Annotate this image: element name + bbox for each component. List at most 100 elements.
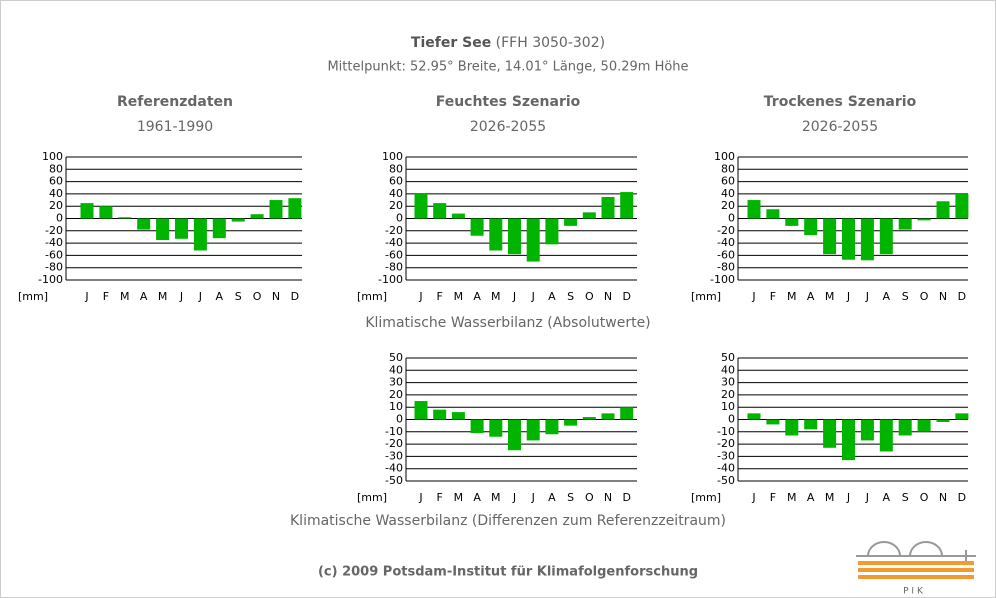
y-tick-label: -80 bbox=[45, 261, 63, 274]
x-tick-label: A bbox=[140, 290, 148, 303]
y-tick-label: -40 bbox=[385, 236, 403, 249]
caption: Klimatische Wasserbilanz (Differenzen zu… bbox=[290, 513, 726, 529]
y-tick-label: -20 bbox=[385, 224, 403, 237]
y-tick-label: 20 bbox=[721, 199, 735, 212]
x-tick-label: A bbox=[807, 491, 815, 504]
x-tick-label: F bbox=[437, 290, 443, 303]
bar bbox=[898, 419, 912, 436]
x-tick-label: A bbox=[473, 491, 481, 504]
x-tick-label: D bbox=[958, 290, 966, 303]
x-tick-label: J bbox=[751, 491, 755, 504]
y-tick-label: 0 bbox=[396, 212, 403, 225]
bar bbox=[288, 198, 302, 219]
page-title: Tiefer See (FFH 3050-302) bbox=[411, 35, 605, 51]
bar bbox=[118, 217, 132, 219]
x-tick-label: J bbox=[418, 491, 422, 504]
chart-title: Feuchtes Szenario bbox=[436, 94, 581, 110]
x-tick-label: M bbox=[454, 491, 464, 504]
bar bbox=[917, 218, 931, 221]
bar bbox=[451, 412, 465, 420]
bar bbox=[917, 419, 931, 432]
x-tick-label: J bbox=[512, 491, 516, 504]
y-tick-label: 60 bbox=[49, 175, 63, 188]
y-tick-label: 80 bbox=[389, 162, 403, 175]
bar bbox=[766, 419, 780, 425]
bar bbox=[955, 193, 969, 219]
bar bbox=[766, 209, 780, 219]
y-tick-label: 0 bbox=[56, 212, 63, 225]
bar bbox=[414, 193, 428, 219]
y-tick-label: 60 bbox=[721, 175, 735, 188]
chart-subtitle: 2026-2055 bbox=[802, 119, 878, 135]
x-tick-label: N bbox=[604, 290, 612, 303]
x-tick-label: J bbox=[512, 290, 516, 303]
bar bbox=[526, 218, 540, 262]
unit-label: [mm] bbox=[357, 290, 387, 303]
bar bbox=[601, 413, 615, 420]
y-tick-label: 40 bbox=[389, 363, 403, 376]
x-tick-label: A bbox=[883, 290, 891, 303]
bar bbox=[175, 218, 188, 239]
bar bbox=[582, 417, 596, 420]
chart-subtitle: 1961-1990 bbox=[137, 119, 213, 135]
y-tick-label: -60 bbox=[45, 248, 63, 261]
caption: Klimatische Wasserbilanz (Absolutwerte) bbox=[365, 315, 650, 331]
bar bbox=[879, 218, 893, 255]
y-tick-label: 10 bbox=[389, 400, 403, 413]
bar bbox=[193, 218, 207, 251]
bar bbox=[879, 419, 893, 452]
bar bbox=[489, 419, 503, 437]
y-tick-label: 30 bbox=[721, 376, 735, 389]
y-tick-label: 20 bbox=[389, 388, 403, 401]
y-tick-label: 40 bbox=[721, 363, 735, 376]
bar bbox=[747, 413, 761, 420]
x-tick-label: A bbox=[548, 290, 556, 303]
x-tick-label: D bbox=[622, 290, 630, 303]
bar bbox=[804, 419, 818, 430]
bar bbox=[582, 212, 596, 219]
chart-title: Referenzdaten bbox=[117, 94, 233, 110]
x-tick-label: J bbox=[179, 290, 183, 303]
y-tick-label: 40 bbox=[721, 187, 735, 200]
x-tick-label: M bbox=[120, 290, 130, 303]
y-tick-label: 60 bbox=[389, 175, 403, 188]
y-tick-label: -10 bbox=[717, 425, 735, 438]
bar bbox=[433, 409, 447, 420]
logo-text: P I K bbox=[903, 587, 924, 597]
bar bbox=[250, 214, 264, 219]
y-tick-label: 100 bbox=[42, 150, 63, 163]
bar bbox=[99, 206, 113, 219]
bar bbox=[137, 218, 151, 230]
x-tick-label: O bbox=[585, 290, 594, 303]
bar bbox=[823, 419, 837, 448]
bar bbox=[785, 419, 799, 436]
bar bbox=[80, 203, 94, 219]
y-tick-label: -30 bbox=[717, 449, 735, 462]
bar bbox=[860, 218, 874, 261]
y-tick-label: 80 bbox=[49, 162, 63, 175]
y-tick-label: 0 bbox=[728, 212, 735, 225]
bar bbox=[489, 218, 503, 251]
unit-label: [mm] bbox=[18, 290, 48, 303]
y-tick-label: 20 bbox=[721, 388, 735, 401]
y-tick-label: -100 bbox=[378, 273, 403, 286]
y-tick-label: 20 bbox=[49, 199, 63, 212]
y-tick-label: -20 bbox=[385, 437, 403, 450]
bar bbox=[212, 218, 226, 239]
x-tick-label: M bbox=[825, 491, 835, 504]
x-tick-label: N bbox=[939, 290, 947, 303]
x-tick-label: D bbox=[958, 491, 966, 504]
y-tick-label: -40 bbox=[45, 236, 63, 249]
x-tick-label: S bbox=[567, 491, 574, 504]
x-tick-label: S bbox=[902, 491, 909, 504]
x-tick-label: S bbox=[235, 290, 242, 303]
title: Tiefer See bbox=[411, 35, 491, 51]
x-tick-label: M bbox=[491, 491, 501, 504]
x-tick-label: J bbox=[751, 290, 755, 303]
bar bbox=[470, 218, 484, 236]
chart-title: Trockenes Szenario bbox=[764, 94, 917, 110]
y-tick-label: -50 bbox=[717, 474, 735, 487]
bar bbox=[860, 419, 874, 441]
x-tick-label: M bbox=[825, 290, 835, 303]
x-tick-label: F bbox=[770, 290, 776, 303]
